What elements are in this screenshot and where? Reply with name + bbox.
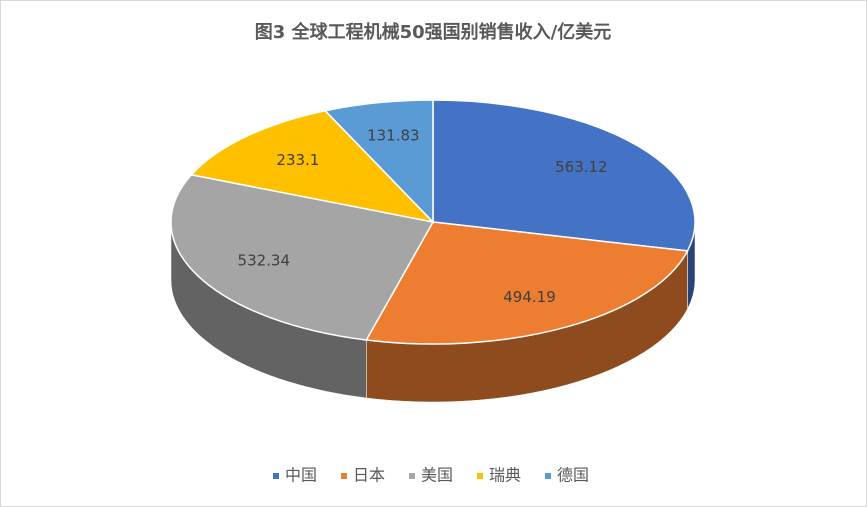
data-label: 131.83 xyxy=(367,127,420,145)
legend-label: 美国 xyxy=(421,466,453,485)
legend-marker xyxy=(409,473,415,479)
data-label: 532.34 xyxy=(238,251,291,269)
chart-title: 图3 全球工程机械50强国别销售收入/亿美元 xyxy=(255,21,611,43)
legend-marker xyxy=(341,473,347,479)
slice xyxy=(432,99,696,252)
legend-label: 中国 xyxy=(285,466,317,485)
slice xyxy=(323,99,434,224)
legend-label: 德国 xyxy=(557,466,589,485)
slice xyxy=(170,173,435,341)
legend-label: 日本 xyxy=(353,466,385,485)
legend-marker xyxy=(477,473,483,479)
legend-marker xyxy=(273,473,279,479)
slice xyxy=(190,109,436,224)
data-label: 494.19 xyxy=(503,288,556,306)
data-label: 563.12 xyxy=(555,158,608,176)
legend-label: 瑞典 xyxy=(489,466,521,485)
data-label: 233.1 xyxy=(276,151,319,169)
slice xyxy=(365,221,689,345)
legend-marker xyxy=(545,473,551,479)
